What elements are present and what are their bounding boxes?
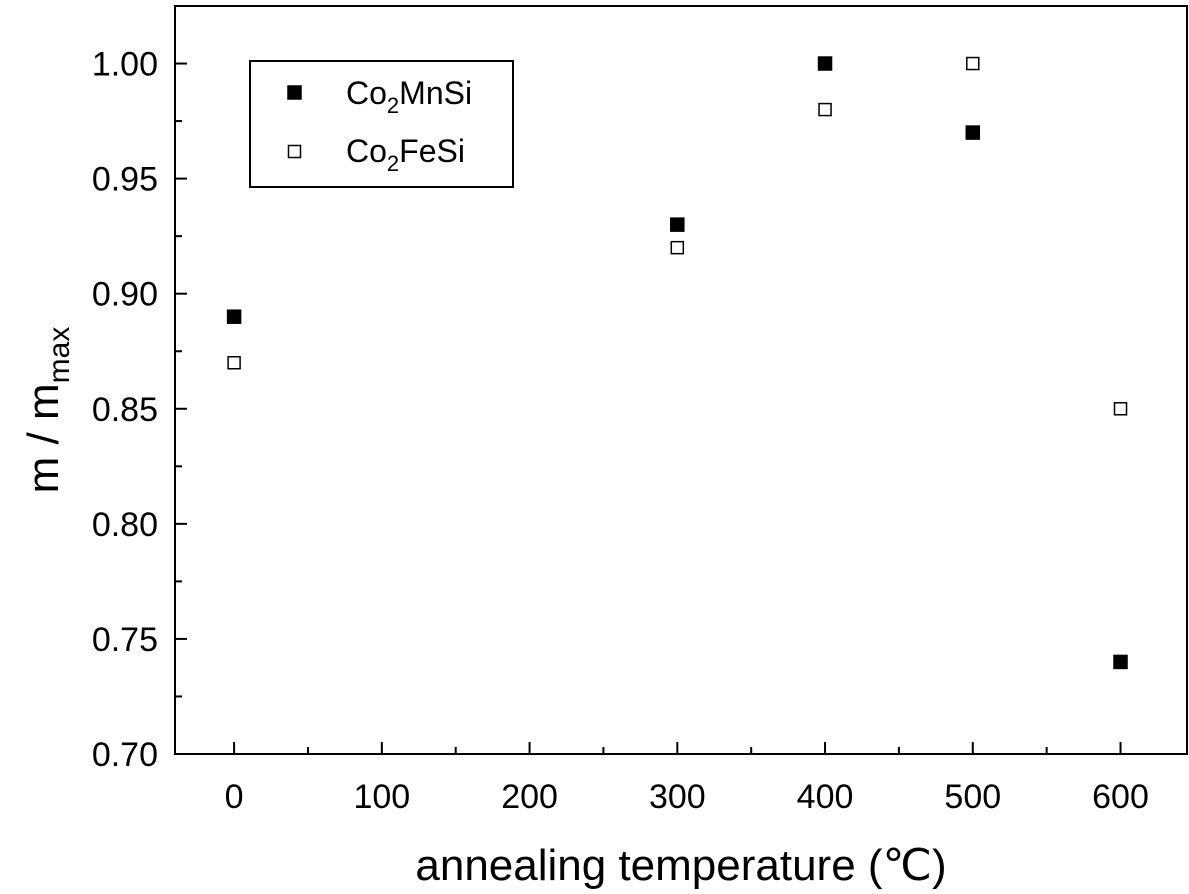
y-tick-label: 0.90 [92, 276, 158, 314]
legend-label-series-1: Co2MnSi [346, 75, 472, 118]
legend-box [249, 60, 514, 188]
y-tick-label: 0.75 [92, 621, 158, 659]
data-point-series-2 [1113, 402, 1128, 416]
y-tick-label: 0.80 [92, 506, 158, 544]
x-tick-label: 500 [944, 778, 1001, 816]
y-axis-title: m / mmax [19, 327, 76, 494]
x-tick-label: 0 [225, 778, 244, 816]
x-tick-label: 400 [797, 778, 854, 816]
legend: Co2MnSi Co2FeSi [249, 60, 514, 188]
y-tick-label: 0.70 [92, 736, 158, 774]
x-tick-label: 100 [353, 778, 410, 816]
y-tick-label: 1.00 [92, 46, 158, 84]
data-point-series-1 [226, 309, 242, 324]
data-point-series-2 [227, 355, 241, 370]
data-point-series-1 [670, 217, 685, 232]
y-axis-ticks: 0.70 0.75 0.80 0.85 0.90 0.95 1.00 [92, 46, 187, 774]
x-tick-label: 200 [501, 778, 558, 816]
x-tick-label: 300 [649, 778, 706, 816]
legend-marker-filled-square [287, 85, 302, 100]
data-point-series-1 [965, 125, 981, 140]
x-axis-ticks: 0 100 200 300 400 500 600 [225, 742, 1149, 816]
y-tick-label: 0.95 [92, 161, 158, 199]
y-tick-label: 0.85 [92, 391, 158, 429]
legend-marker-open-square [287, 144, 302, 159]
x-axis-title: annealing temperature (℃) [415, 841, 946, 890]
data-point-series-2 [818, 102, 832, 117]
x-tick-label: 600 [1092, 778, 1149, 816]
plot-frame [174, 5, 1188, 755]
legend-label-series-2: Co2FeSi [346, 133, 465, 176]
data-point-series-2 [966, 56, 980, 71]
data-points [226, 56, 1128, 670]
data-point-series-2 [670, 240, 685, 255]
data-point-series-1 [1113, 654, 1128, 670]
data-point-series-1 [817, 56, 833, 71]
